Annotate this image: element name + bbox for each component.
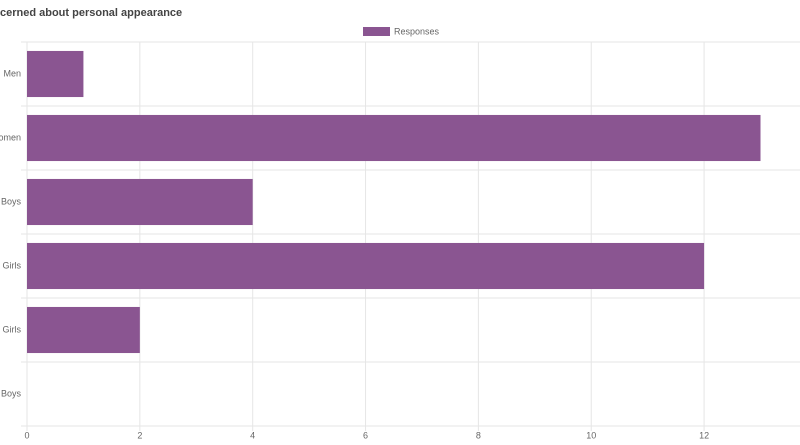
y-tick-label: Boys	[1, 196, 22, 206]
legend-swatch	[363, 27, 390, 36]
y-tick-label: Girls	[3, 260, 22, 270]
x-tick-label: 2	[137, 430, 142, 440]
x-tick-label: 0	[24, 430, 29, 440]
x-tick-label: 6	[363, 430, 368, 440]
x-tick-label: 12	[699, 430, 709, 440]
legend-label: Responses	[394, 26, 440, 36]
y-tick-label: y Girls	[0, 324, 21, 334]
y-tick-label: Men	[3, 68, 21, 78]
y-tick-label: omen	[0, 132, 21, 142]
y-tick-label: Boys	[1, 388, 22, 398]
bar	[27, 306, 140, 354]
x-tick-label: 10	[586, 430, 596, 440]
chart-title: cerned about personal appearance	[0, 7, 182, 19]
x-tick-label: 4	[250, 430, 255, 440]
x-tick-label: 8	[476, 430, 481, 440]
bar	[27, 50, 84, 98]
bar	[27, 242, 705, 290]
bar	[27, 114, 761, 162]
bar	[27, 178, 253, 226]
